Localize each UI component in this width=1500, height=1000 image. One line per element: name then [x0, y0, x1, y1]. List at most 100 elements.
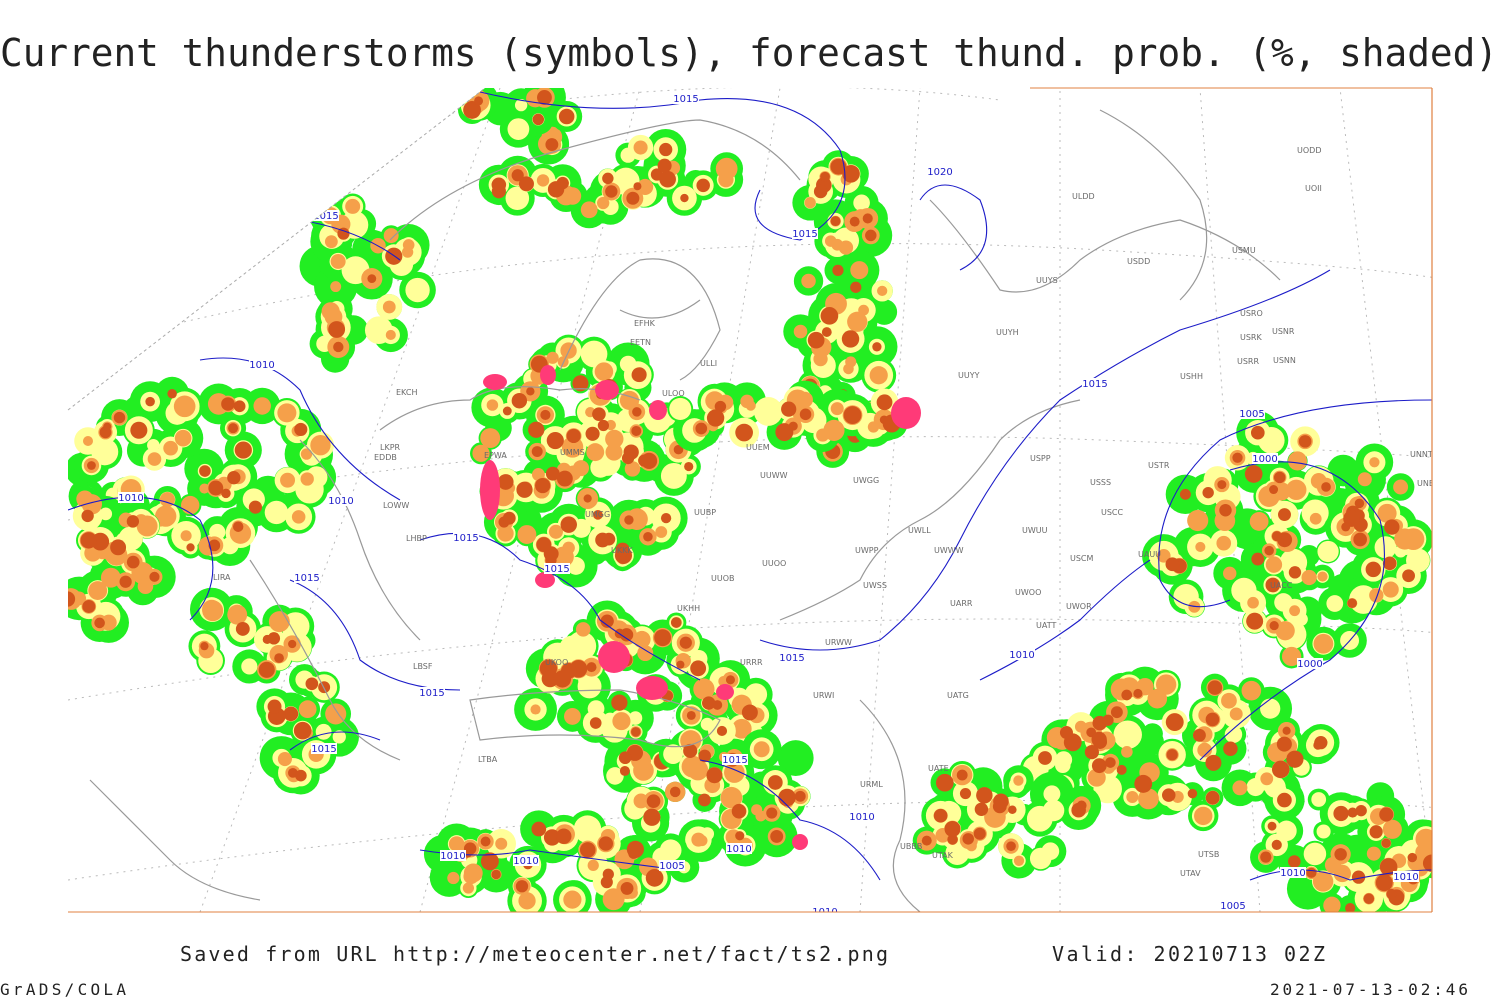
shade: [1407, 852, 1418, 863]
shade: [546, 431, 564, 450]
shade: [1219, 503, 1232, 517]
shade: [687, 759, 709, 781]
shade: [547, 181, 565, 198]
shade: [1386, 888, 1397, 900]
shade: [385, 329, 396, 341]
shade: [531, 446, 543, 458]
shade: [113, 411, 126, 424]
shade: [777, 740, 814, 776]
shade: [1311, 792, 1327, 807]
shade: [1333, 805, 1349, 822]
shade: [575, 622, 591, 637]
shade: [566, 428, 581, 444]
shade: [804, 197, 816, 209]
shade: [1217, 480, 1227, 490]
shade: [325, 703, 347, 725]
shade: [1402, 528, 1425, 551]
station-label: URRR: [740, 658, 763, 667]
shade: [853, 194, 870, 212]
shade: [1076, 800, 1087, 811]
shade: [300, 472, 314, 486]
station-label: ULDD: [1072, 192, 1095, 201]
station-label: UUBP: [694, 508, 716, 517]
shade: [612, 712, 631, 731]
shade: [315, 723, 332, 740]
shade: [676, 660, 685, 669]
storm-symbol: [716, 684, 734, 700]
shade: [633, 140, 648, 155]
shade: [690, 660, 707, 677]
shade: [1179, 488, 1191, 500]
shade: [535, 477, 551, 494]
shade: [850, 281, 862, 293]
shade: [876, 394, 893, 411]
station-label: EDDB: [374, 453, 397, 462]
station-label: USRK: [1240, 333, 1262, 342]
shade: [842, 164, 860, 183]
shade: [1283, 537, 1292, 546]
shade: [258, 661, 275, 678]
shade: [871, 299, 898, 325]
shade: [293, 721, 312, 740]
shade: [126, 555, 140, 569]
station-label: UOII: [1305, 184, 1322, 193]
shade: [221, 488, 231, 499]
shade: [775, 423, 794, 442]
shade: [735, 831, 745, 841]
shade: [1334, 848, 1347, 861]
title: Current thunderstorms (symbols), forecas…: [0, 31, 1498, 75]
station-label: ULLI: [700, 359, 717, 368]
shade: [1260, 851, 1272, 863]
storm-symbol: [483, 374, 507, 390]
shade: [1363, 893, 1375, 904]
shade: [1277, 792, 1292, 808]
station-label: UUYH: [996, 328, 1019, 337]
station-label: URML: [860, 780, 883, 789]
shade: [1110, 706, 1123, 719]
shade: [1232, 780, 1248, 796]
shade: [147, 452, 162, 466]
shade: [1381, 838, 1391, 848]
shade: [1116, 764, 1127, 775]
shade: [517, 525, 537, 545]
shade: [1393, 479, 1409, 495]
shade: [1321, 482, 1331, 492]
shade: [163, 440, 178, 456]
shade: [137, 578, 154, 595]
shade: [838, 240, 854, 255]
shade: [592, 407, 606, 421]
shade: [202, 600, 224, 622]
shade: [72, 591, 87, 606]
shade: [248, 500, 262, 514]
shade: [291, 510, 306, 524]
shade: [820, 171, 830, 182]
shade: [462, 882, 475, 894]
shade: [1187, 788, 1198, 799]
shade: [1309, 512, 1322, 525]
shade: [267, 632, 281, 645]
shade: [1113, 720, 1142, 749]
station-label: UWPP: [855, 546, 879, 555]
shade: [618, 751, 632, 765]
shade: [1026, 805, 1053, 832]
shade: [1357, 472, 1372, 487]
shade: [586, 443, 605, 462]
shade: [1341, 522, 1351, 532]
shade: [511, 169, 524, 182]
shade: [633, 793, 649, 809]
shade: [631, 367, 647, 383]
station-label: UBBB: [900, 842, 922, 851]
shade: [546, 351, 559, 364]
isobar-label: 1010: [118, 493, 143, 504]
shade: [1382, 581, 1399, 598]
station-label: EFHK: [634, 319, 656, 328]
shade: [563, 187, 582, 205]
shade: [310, 435, 331, 456]
shade: [716, 725, 728, 737]
shade: [841, 330, 860, 348]
shade: [1244, 465, 1263, 483]
shade: [1221, 692, 1237, 709]
shade: [624, 461, 641, 477]
station-label: UAUU: [1138, 550, 1161, 559]
shade: [208, 539, 221, 552]
